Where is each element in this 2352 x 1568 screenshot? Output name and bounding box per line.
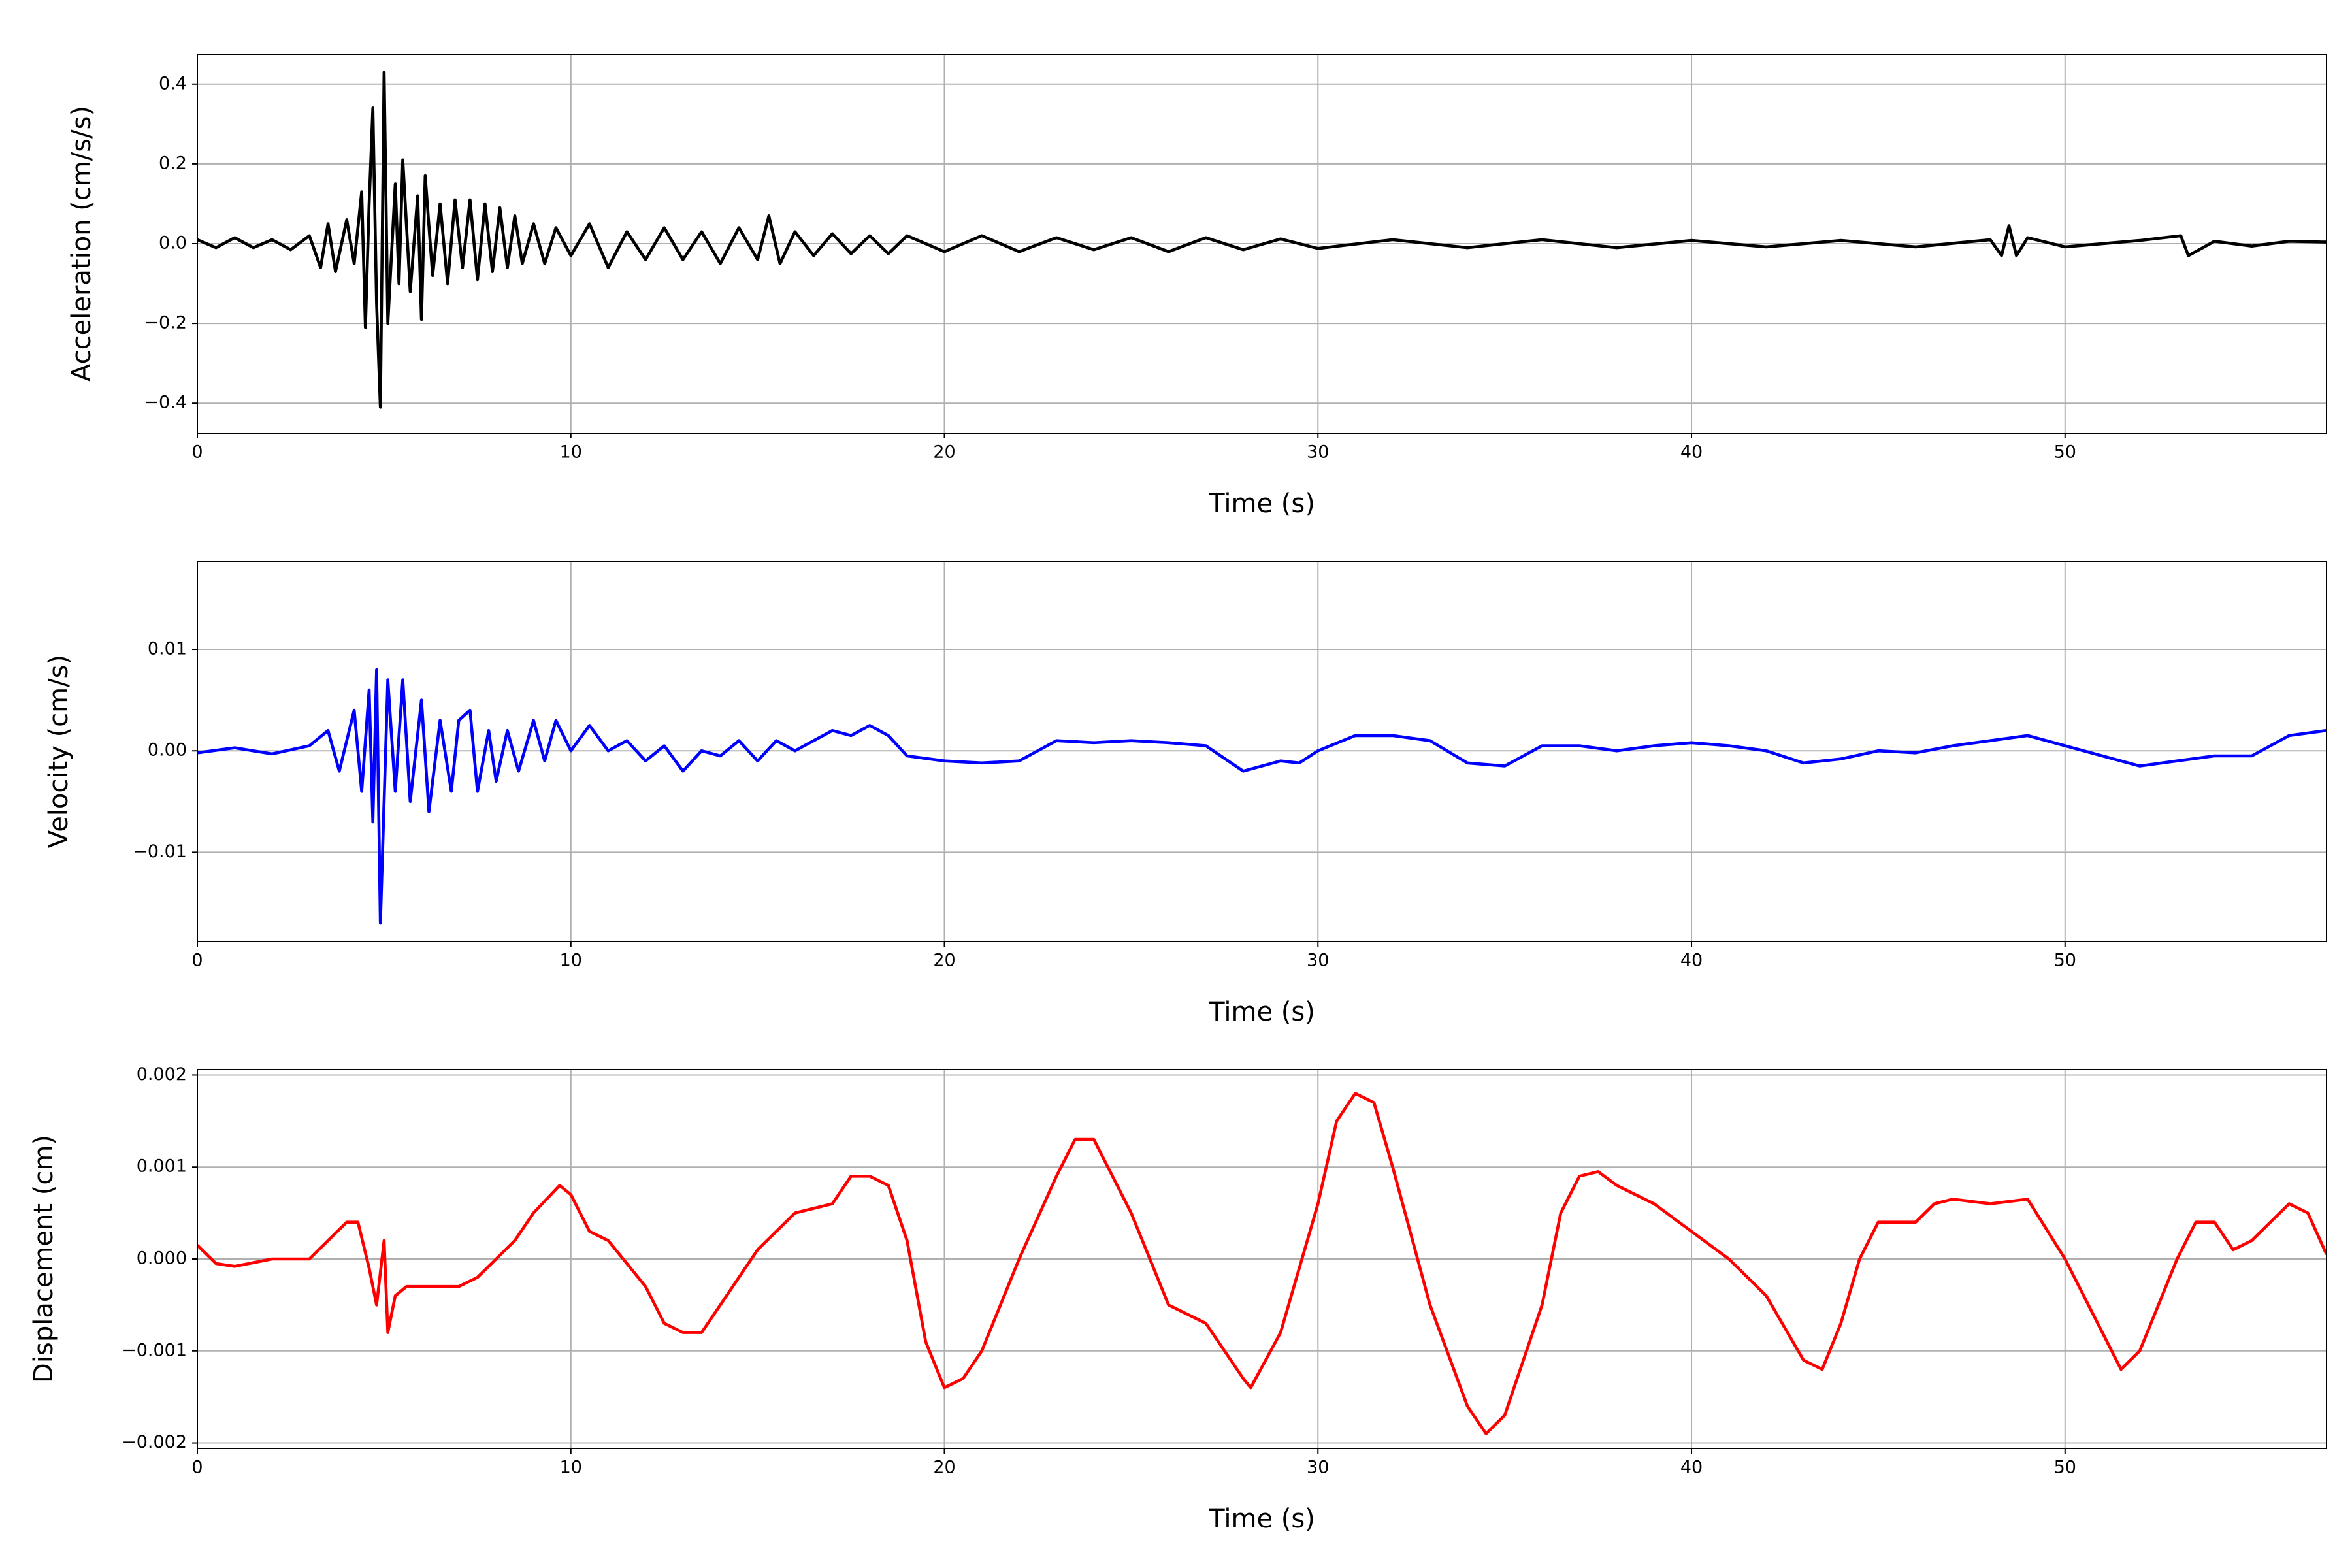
y-tick-label: 0.2: [159, 153, 187, 173]
y-tick-label: 0.4: [159, 73, 187, 93]
x-tick-label: 0: [191, 951, 203, 971]
x-tick-label: 10: [560, 1458, 582, 1478]
data-line: [197, 668, 2327, 925]
axes-frame: [197, 54, 2327, 434]
data-line: [197, 1092, 2327, 1435]
x-tick-label: 0: [191, 442, 203, 463]
x-tick-label: 50: [2054, 951, 2076, 971]
axes-frame: [197, 1069, 2327, 1449]
x-tick-label: 10: [560, 442, 582, 463]
x-tick-label: 0: [191, 1458, 203, 1478]
y-tick-label: −0.01: [133, 841, 187, 862]
x-axis-label: Time (s): [1208, 997, 1315, 1027]
x-tick-label: 40: [1680, 442, 1703, 463]
y-tick-label: 0.00: [148, 740, 187, 760]
y-axis-label: Displacement (cm): [29, 1135, 59, 1383]
x-tick-label: 40: [1680, 1458, 1703, 1478]
x-tick-label: 20: [933, 951, 955, 971]
y-tick-label: 0.001: [137, 1156, 187, 1177]
plot-area: [197, 71, 2327, 409]
y-tick-label: −0.001: [122, 1340, 187, 1360]
y-tick-label: 0.0: [159, 233, 187, 253]
plot-area: [197, 668, 2327, 925]
y-tick-label: −0.2: [144, 313, 187, 333]
x-tick-label: 40: [1680, 951, 1703, 971]
x-tick-label: 30: [1307, 951, 1329, 971]
plot-area: [197, 1092, 2327, 1435]
y-tick-label: 0.000: [137, 1249, 187, 1269]
x-tick-label: 30: [1307, 442, 1329, 463]
x-tick-label: 10: [560, 951, 582, 971]
x-tick-label: 20: [933, 442, 955, 463]
y-axis-label: Acceleration (cm/s/s): [67, 106, 97, 382]
axes-frame: [197, 561, 2327, 942]
x-tick-label: 50: [2054, 1458, 2076, 1478]
x-tick-label: 50: [2054, 442, 2076, 463]
y-tick-label: −0.002: [122, 1432, 187, 1452]
x-axis-label: Time (s): [1208, 489, 1315, 519]
y-tick-label: 0.002: [137, 1064, 187, 1085]
y-axis-label: Velocity (cm/s): [44, 655, 74, 848]
x-tick-label: 20: [933, 1458, 955, 1478]
y-tick-label: 0.01: [148, 639, 187, 659]
data-line: [197, 71, 2327, 409]
x-axis-label: Time (s): [1208, 1504, 1315, 1534]
x-tick-label: 30: [1307, 1458, 1329, 1478]
y-tick-label: −0.4: [144, 393, 187, 413]
